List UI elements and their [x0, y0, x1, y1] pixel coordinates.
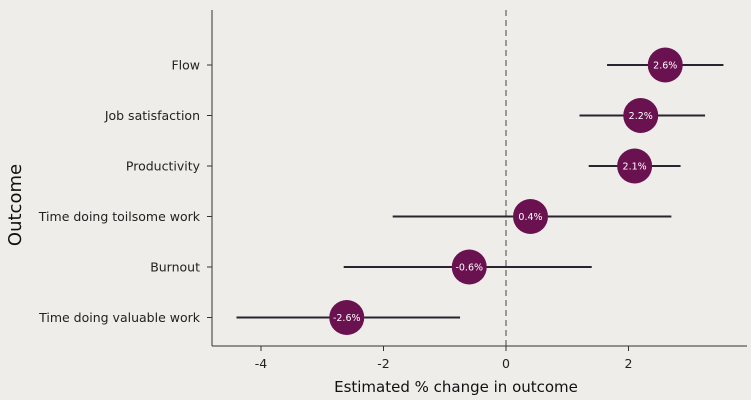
estimate-point	[617, 148, 653, 184]
estimate-point-label: -2.6%	[333, 313, 361, 324]
category-label: Time doing valuable work	[38, 310, 201, 325]
y-axis-title: Outcome	[5, 164, 26, 246]
x-axis-title: Estimated % change in outcome	[334, 378, 578, 396]
category-label: Job satisfaction	[104, 108, 200, 123]
estimate-point-label: -0.6%	[455, 263, 483, 274]
x-tick-label: 2	[625, 356, 633, 371]
estimate-point-label: 2.2%	[629, 111, 653, 122]
estimate-point	[329, 300, 365, 335]
x-tick-label: -4	[255, 356, 268, 371]
estimate-point-label: 0.4%	[518, 212, 542, 223]
estimate-point	[623, 98, 659, 133]
x-tick-label: 0	[502, 356, 510, 371]
estimate-point	[647, 47, 683, 83]
category-label: Productivity	[126, 159, 201, 174]
category-label: Burnout	[150, 260, 200, 275]
category-label: Flow	[171, 58, 200, 73]
estimate-point	[513, 199, 548, 234]
estimate-point-label: 2.1%	[623, 162, 647, 173]
category-label: Time doing toilsome work	[38, 209, 201, 224]
x-tick-label: -2	[377, 356, 389, 371]
estimate-point	[451, 249, 487, 285]
estimate-point-label: 2.6%	[653, 61, 677, 72]
